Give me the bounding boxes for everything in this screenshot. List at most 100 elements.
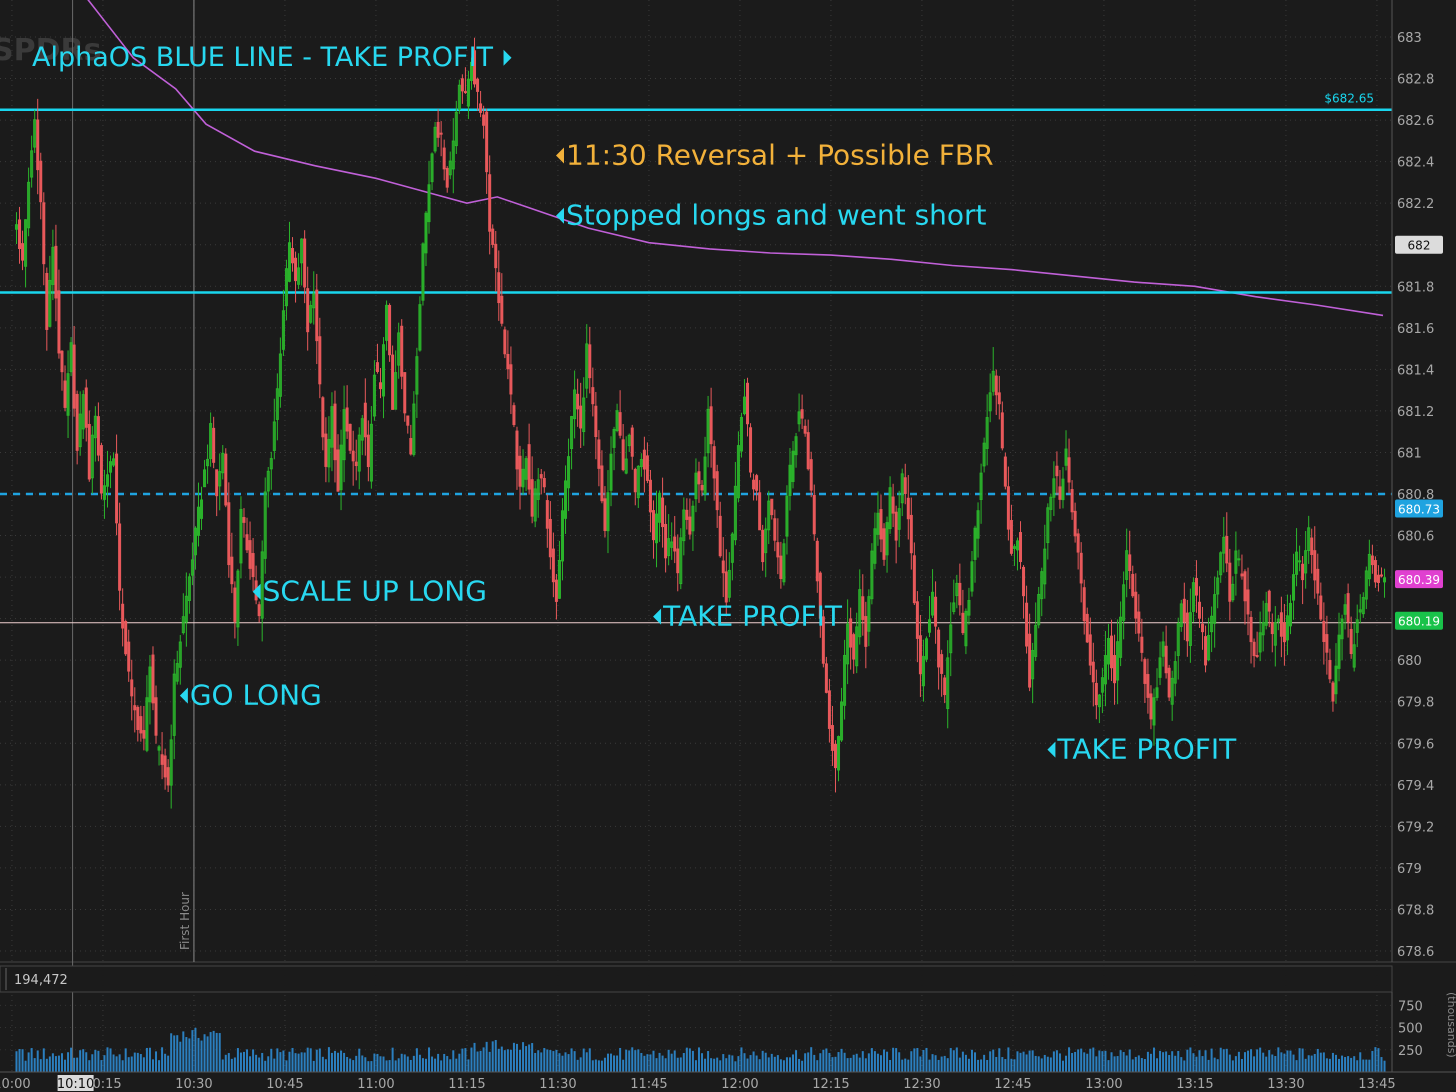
volume-bar [267,1056,270,1072]
volume-bar [1168,1055,1171,1072]
volume-bar [1113,1056,1116,1072]
volume-bar [434,1058,437,1072]
volume-bar [388,1060,391,1072]
volume-bar [221,1059,224,1072]
candle-body [648,479,652,513]
volume-bar [952,1050,955,1072]
candle-body [212,427,216,463]
candle-body [278,353,282,397]
volume-bar [1183,1060,1186,1072]
candle-body [336,449,340,492]
candle-body [1222,536,1226,554]
candle-body [1003,456,1007,487]
volume-bar [1371,1050,1374,1072]
candle-body [136,706,140,730]
volume-bar [573,1051,576,1072]
volume-bar [1301,1048,1304,1072]
candle-body [1255,654,1259,657]
volume-bar [731,1055,734,1072]
candle-body [1322,620,1326,642]
candle-body [1097,694,1101,708]
candle-body [1019,532,1023,563]
volume-bar [670,1053,673,1072]
volume-bar [349,1058,352,1072]
volume-bar [528,1044,531,1072]
volume-bar [230,1058,233,1072]
volume-bar [1110,1052,1113,1072]
candle-body [351,450,355,462]
candle-body [300,238,304,264]
volume-bar [39,1059,42,1072]
candle-body [524,458,528,480]
candle-body [994,375,998,396]
candle-body [375,362,379,372]
volume-bar [825,1048,828,1072]
candle-body [560,510,564,562]
candle-body [479,103,483,113]
volume-bar [725,1058,728,1072]
candle-body [564,480,568,519]
candle-body [203,469,207,488]
candle-body [539,474,543,479]
candle-body [1043,548,1047,585]
candle-body [612,428,616,448]
candle-body [1170,677,1174,705]
candle-body [891,496,895,514]
candle-body [837,736,841,771]
candle-body [1034,624,1038,657]
volume-panel[interactable]: 194,472 750 500 250 (thousands) [0,965,1456,1072]
volume-bar [124,1048,127,1072]
volume-bar [473,1042,476,1072]
candle-body [773,518,777,541]
candle-body [142,730,146,739]
candle-body [1110,635,1114,669]
volume-bar [1350,1057,1353,1072]
volume-bar [1149,1053,1152,1072]
price-tick-label: 680.6 [1397,530,1434,545]
volume-bar [946,1058,949,1072]
volume-bar [1377,1048,1380,1072]
volume-bar [100,1060,103,1072]
candle-body [542,478,546,488]
volume-bar [995,1056,998,1072]
candle-body [597,439,601,469]
volume-bar [1240,1058,1243,1072]
volume-bar [1065,1055,1068,1072]
candle-body [397,332,401,366]
candle-body [327,439,331,468]
candle-body [1213,594,1217,624]
candle-body [1094,682,1098,706]
candle-body [1188,612,1192,646]
candle-body [709,406,713,445]
candle-body [873,528,877,564]
volume-bar [394,1060,397,1072]
candle-body [45,272,49,330]
candle-body [1164,645,1168,674]
candle-body [400,325,404,377]
volume-bar [1152,1047,1155,1072]
candle-body [1343,604,1347,615]
volume-bar [525,1046,528,1072]
spdrs-watermark: SPDRs [0,33,101,68]
candle-body [627,434,631,447]
candle-body [54,245,58,299]
volume-bar [270,1048,273,1072]
volume-bar [431,1056,434,1072]
volume-bar [330,1052,333,1072]
vwap-layer [87,0,1384,317]
candle-body [209,423,213,459]
volume-bar [321,1056,324,1072]
volume-bar [182,1031,185,1072]
candle-body [554,579,558,602]
price-tick-label: 679.6 [1397,737,1434,752]
volume-bar [886,1051,889,1072]
candle-body [846,623,850,665]
time-axis[interactable]: 10:0010:1510:3010:4511:0011:1511:3011:45… [0,1071,1456,1092]
candle-body [454,111,458,147]
time-tick-label: 11:30 [539,1077,576,1092]
volume-bar [1004,1059,1007,1072]
candle-body [821,616,825,664]
candle-body [761,529,765,563]
volume-bar [273,1058,276,1072]
